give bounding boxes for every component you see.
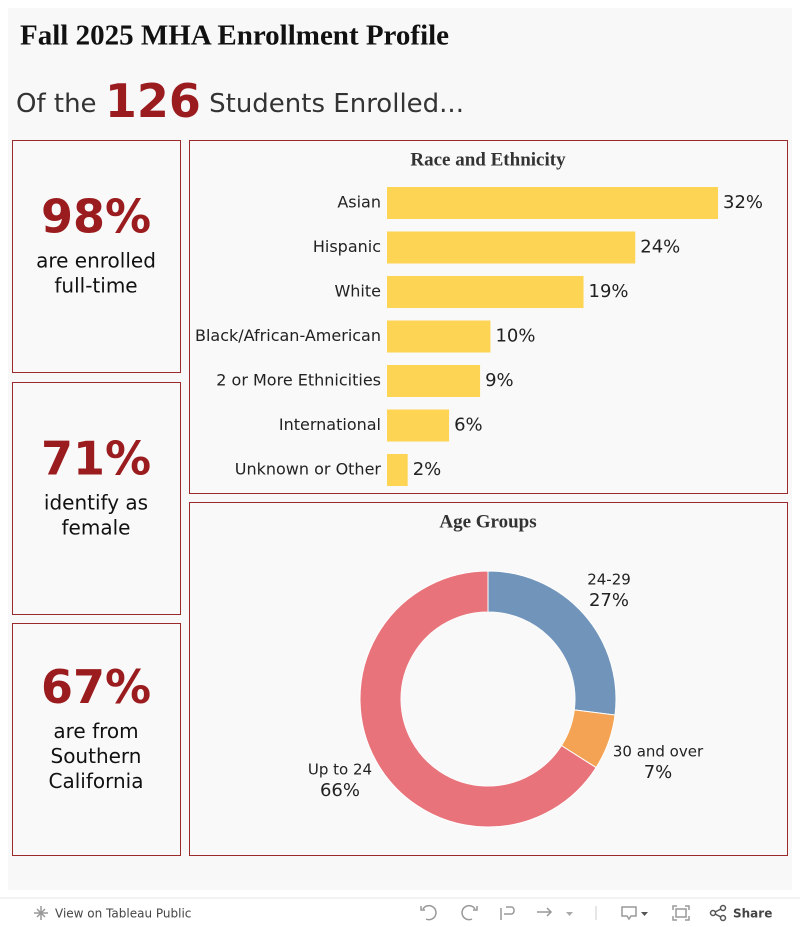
value-label: 24% (640, 237, 680, 258)
category-label: Asian (337, 193, 381, 212)
view-link[interactable]: View on Tableau Public (55, 907, 191, 921)
kpi-text: female (62, 516, 131, 540)
title: Fall 2025 MHA Enrollment Profile (20, 20, 449, 52)
chart-title: Age Groups (439, 511, 536, 532)
bar (387, 365, 481, 397)
redo-icon[interactable] (461, 904, 478, 921)
kpi-text: Southern (51, 744, 142, 768)
toolbar (0, 898, 800, 927)
value-label: 10% (495, 326, 535, 347)
value-label: 2% (413, 459, 442, 480)
comment-icon[interactable] (621, 906, 637, 921)
bar (387, 187, 718, 219)
bar (387, 409, 450, 442)
value-label: 32% (723, 192, 763, 213)
undo-icon[interactable] (420, 904, 437, 921)
donut-hole (401, 612, 575, 786)
subtitle-before: Of the (16, 89, 97, 119)
kpi-text: are enrolled (36, 249, 156, 273)
share-icon[interactable] (709, 904, 727, 922)
category-label: Unknown or Other (235, 460, 382, 479)
kpi-text: are from (53, 719, 138, 743)
category-label: 2 or More Ethnicities (216, 371, 381, 390)
slice-category: 30 and over (613, 743, 704, 761)
kpi-box (12, 140, 181, 373)
category-label: White (334, 282, 381, 301)
slice-category: Up to 24 (308, 761, 372, 779)
refresh-icon[interactable] (537, 907, 553, 917)
subtitle: Of the 126 Students Enrolled... (16, 74, 464, 128)
subtitle-after: Students Enrolled... (209, 89, 464, 119)
value-label: 19% (589, 281, 629, 302)
slice-value: 66% (320, 780, 360, 801)
bar (387, 320, 491, 353)
value-label: 9% (485, 370, 514, 391)
dropdown-icon[interactable] (566, 912, 573, 916)
subtitle-number: 126 (105, 74, 201, 128)
share-button[interactable]: Share (733, 907, 772, 921)
kpi-text: full-time (54, 274, 137, 298)
slice-value: 27% (589, 590, 629, 611)
bar-chart: Asian 32% Hispanic 24% White 19% Black/African… (195, 187, 763, 486)
chart-title: Race and Ethnicity (410, 149, 566, 170)
dropdown-icon[interactable] (641, 912, 648, 916)
slice-category: 24-29 (587, 571, 631, 589)
value-label: 6% (454, 415, 483, 436)
bar (387, 454, 408, 486)
category-label: International (279, 415, 381, 434)
category-label: Hispanic (313, 237, 381, 256)
kpi-value: 98% (41, 190, 151, 244)
slice-value: 7% (644, 762, 673, 783)
bar (387, 276, 584, 308)
revert-icon[interactable] (500, 906, 515, 920)
kpi-box (12, 623, 181, 856)
kpi-value: 67% (41, 660, 151, 714)
kpi-box (12, 382, 181, 615)
kpi-text: California (49, 769, 144, 793)
kpi-text: identify as (44, 491, 148, 515)
fullscreen-icon[interactable] (672, 905, 690, 921)
kpi-value: 71% (41, 432, 151, 486)
category-label: Black/African-American (195, 326, 381, 345)
bar (387, 231, 636, 264)
tableau-icon (34, 906, 48, 920)
